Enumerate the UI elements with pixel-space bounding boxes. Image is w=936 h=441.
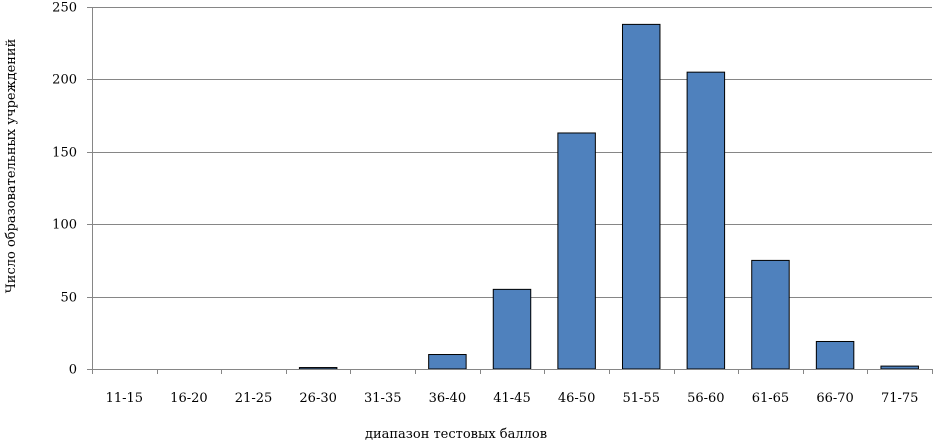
bar-56-60 (686, 71, 726, 370)
bar-46-50 (557, 132, 596, 370)
bar-51-55 (621, 23, 661, 370)
bar-66-70 (815, 340, 855, 370)
grid-lines (87, 7, 932, 370)
y-tick-label: 0 (69, 363, 77, 378)
y-tick-label: 50 (60, 291, 77, 306)
x-axis-title: диапазон тестовых баллов (365, 427, 547, 441)
y-axis-title: Число образовательных учреждений (4, 39, 19, 294)
bar-26-30 (298, 367, 338, 370)
x-tick-label: 16-20 (170, 391, 207, 406)
x-tick-label: 21-25 (235, 391, 272, 406)
x-tick-label: 61-65 (752, 391, 789, 406)
bar-36-40 (428, 354, 467, 370)
bar-71-75 (880, 365, 919, 370)
y-tick-label: 250 (52, 1, 77, 16)
y-tick-label: 200 (52, 73, 77, 88)
x-tick-label: 41-45 (493, 391, 530, 406)
x-tick-label: 26-30 (299, 391, 336, 406)
x-tick-label: 11-15 (106, 391, 143, 406)
x-tick-label: 31-35 (364, 391, 401, 406)
y-tick-label: 150 (52, 146, 77, 161)
bar-41-45 (492, 288, 532, 370)
x-tick-label: 51-55 (622, 391, 659, 406)
x-tick-label: 71-75 (881, 391, 918, 406)
x-tick-labels: 11-15 16-20 21-25 26-30 31-35 36-40 41-45 46-50… (106, 391, 919, 406)
x-tick-label: 66-70 (816, 391, 853, 406)
x-tick-label: 46-50 (558, 391, 595, 406)
bars (298, 23, 919, 370)
bar-61-65 (751, 259, 790, 370)
axes (92, 7, 933, 374)
x-tick-label: 36-40 (429, 391, 466, 406)
y-tick-label: 100 (52, 218, 77, 233)
x-tick-label: 56-60 (687, 391, 724, 406)
y-tick-labels: 0 50 100 150 200 250 (52, 1, 77, 378)
